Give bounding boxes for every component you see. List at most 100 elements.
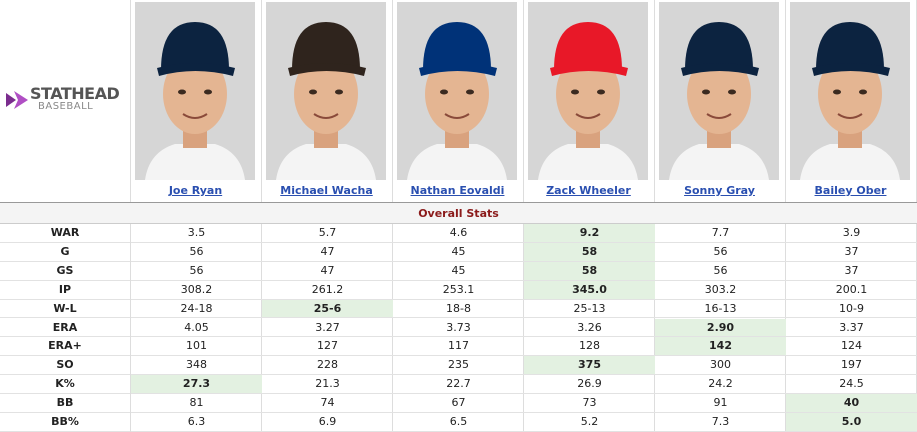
stat-value: 58 [524,242,655,262]
stat-value: 303.2 [655,281,786,300]
stat-value: 124 [786,337,917,357]
stat-value: 5.7 [262,224,393,243]
stat-value: 5.2 [524,413,655,432]
section-header: Overall Stats [0,202,917,224]
stat-value: 7.3 [655,413,786,432]
stat-label: BB [0,394,130,413]
stat-value: 25-6 [262,299,393,319]
stat-value: 3.5 [131,224,262,243]
logo-brand: STATHEAD [30,84,120,103]
stat-value: 73 [524,394,655,413]
stat-value: 24.2 [655,375,786,395]
stat-value: 24.5 [786,375,917,395]
stat-value: 3.9 [786,224,917,243]
stat-value: 253.1 [393,281,524,300]
stat-value: 47 [262,262,393,281]
player-name-link[interactable]: Joe Ryan [168,184,223,197]
player-photo [790,2,910,180]
stat-value: 18-8 [393,300,524,319]
stat-value: 3.73 [393,319,524,338]
player-name-link[interactable]: Sonny Gray [684,184,755,197]
stat-value: 2.90 [655,318,786,338]
player-name-link[interactable]: Nathan Eovaldi [410,184,505,197]
headshot [266,2,386,180]
headshot [528,2,648,180]
headshot [397,2,517,180]
stat-value: 37 [786,262,917,281]
stat-value: 101 [131,337,262,357]
stat-label: WAR [0,224,130,243]
player-photo [266,2,386,180]
stat-value: 16-13 [655,300,786,319]
stat-value: 56 [655,243,786,262]
stat-value: 117 [393,337,524,357]
logo: STATHEAD BASEBALL [4,84,128,114]
stat-value: 235 [393,356,524,376]
stat-value: 128 [524,337,655,357]
stat-value: 3.27 [262,319,393,338]
stat-value: 127 [262,337,393,357]
stat-label: BB% [0,413,130,432]
player-name-link[interactable]: Zack Wheeler [546,184,631,197]
player-photo [528,2,648,180]
stat-value: 197 [786,356,917,376]
stat-value: 67 [393,394,524,413]
stat-value: 56 [131,262,262,281]
stat-label: GS [0,262,130,281]
stat-label: IP [0,281,130,300]
stat-value: 47 [262,243,393,262]
stat-value: 348 [131,356,262,376]
player-photo [135,2,255,180]
stat-value: 22.7 [393,375,524,395]
stat-value: 5.0 [786,413,917,432]
stat-value: 56 [131,243,262,262]
stat-value: 21.3 [262,375,393,395]
stat-value: 10-9 [786,300,917,319]
stat-value: 3.26 [524,319,655,338]
stat-value: 45 [393,243,524,262]
stat-label: K% [0,375,130,395]
stat-value: 375 [524,356,655,376]
stat-value: 7.7 [655,224,786,243]
stat-value: 24-18 [131,300,262,319]
stat-label: ERA+ [0,337,130,357]
headshot [659,2,779,180]
stat-value: 45 [393,262,524,281]
stat-value: 58 [524,261,655,281]
logo-sub: BASEBALL [38,101,94,112]
stat-value: 37 [786,243,917,262]
logo-icon [6,91,28,109]
player-name-link[interactable]: Bailey Ober [814,184,887,197]
stat-value: 25-13 [524,300,655,319]
stat-value: 6.3 [131,413,262,432]
headshot [790,2,910,180]
player-name-link[interactable]: Michael Wacha [280,184,373,197]
stat-value: 345.0 [524,280,655,300]
stat-value: 6.5 [393,413,524,432]
stat-value: 142 [655,337,786,357]
stat-value: 26.9 [524,375,655,395]
stat-value: 56 [655,262,786,281]
player-photo [659,2,779,180]
stat-label: SO [0,356,130,376]
stat-label: ERA [0,319,130,338]
stat-label: W-L [0,300,130,319]
stat-value: 308.2 [131,281,262,300]
stat-value: 9.2 [524,224,655,243]
stat-value: 40 [786,394,917,413]
stat-value: 6.9 [262,413,393,432]
stat-value: 4.6 [393,224,524,243]
stat-value: 228 [262,356,393,376]
stat-value: 3.37 [786,319,917,338]
stat-value: 91 [655,394,786,413]
stat-value: 261.2 [262,281,393,300]
stat-value: 27.3 [131,375,262,395]
stat-value: 4.05 [131,319,262,338]
stat-value: 74 [262,394,393,413]
stat-label: G [0,243,130,262]
player-photo [397,2,517,180]
headshot [135,2,255,180]
stat-value: 300 [655,356,786,376]
stat-value: 200.1 [786,281,917,300]
